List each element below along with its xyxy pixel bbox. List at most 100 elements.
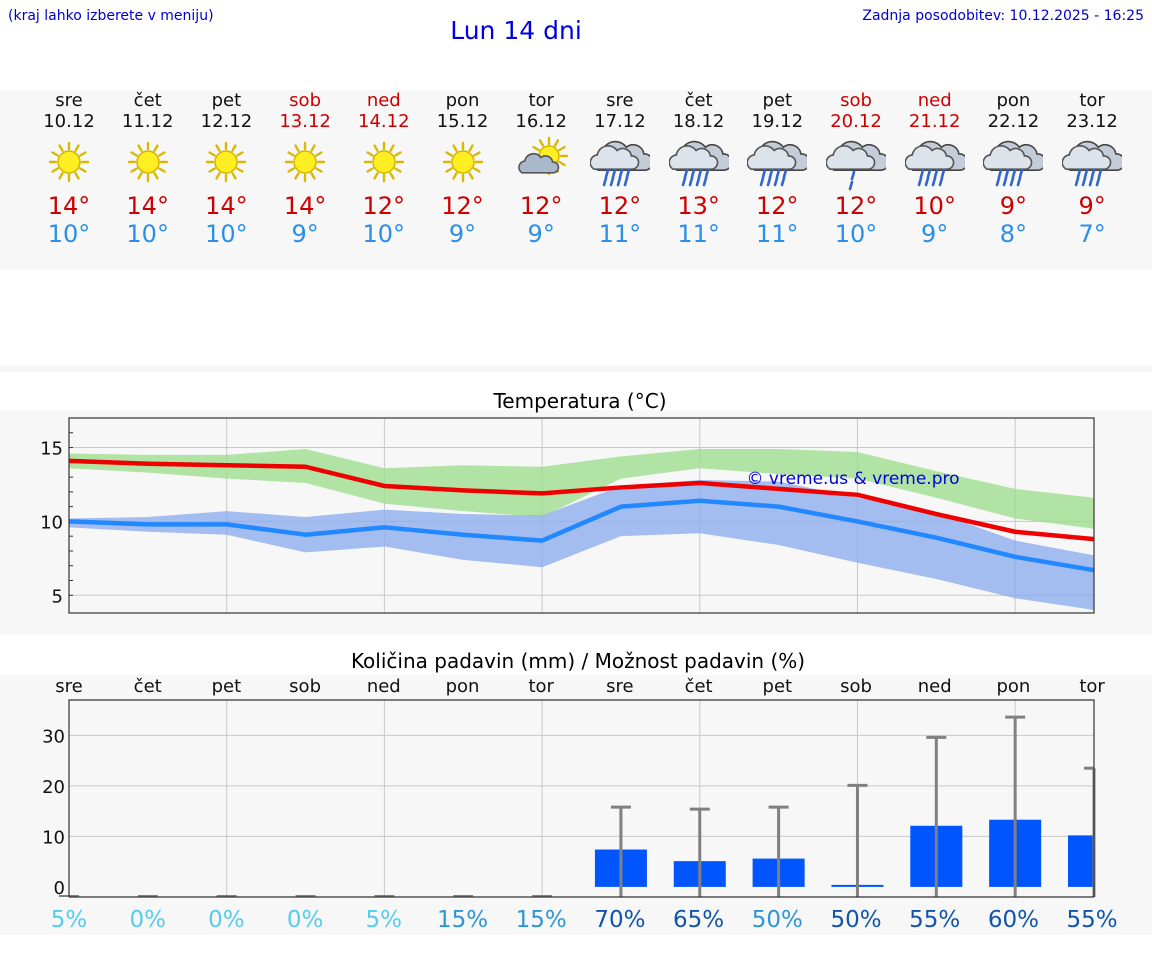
day-column: čet 11.12 14° 10° (108, 90, 188, 248)
day-column: pet 12.12 14° 10° (186, 90, 266, 248)
day-column: pon 22.12 9° 8° (973, 90, 1053, 248)
sun-icon (48, 141, 90, 183)
day-date: 14.12 (358, 111, 410, 132)
rain-cloud-icon (1062, 140, 1123, 187)
min-temperature: 10° (205, 220, 248, 248)
precip-category-label: sob (840, 676, 872, 697)
max-temperature: 14° (283, 192, 327, 220)
precip-probability: 15% (437, 907, 488, 933)
min-temperature-band (69, 480, 1094, 611)
max-temperature: 13° (677, 192, 720, 220)
min-temperature: 9° (291, 220, 319, 248)
rain-cloud-icon (983, 140, 1044, 187)
max-temperature: 12° (598, 192, 642, 220)
precip-y-tick-label: 20 (42, 777, 65, 798)
day-column: tor 16.12 12° 9° (501, 90, 581, 248)
precip-y-tick-label: 10 (42, 827, 65, 848)
temp-y-tick-label: 5 (52, 586, 63, 607)
day-name: sob (840, 90, 872, 111)
sun-cloud-icon (518, 136, 569, 176)
sun-icon (442, 141, 483, 183)
sun-icon (284, 141, 326, 183)
day-name: pon (996, 90, 1031, 111)
min-temperature: 8° (999, 220, 1028, 248)
day-column: pon 15.12 12° 9° (423, 90, 503, 248)
location-hint: (kraj lahko izberete v meniju) (8, 8, 214, 24)
sun-icon (127, 141, 168, 183)
max-temperature-line (68, 458, 1095, 542)
precip-category-label: tor (1079, 676, 1105, 697)
precip-category-label: pon (446, 676, 480, 697)
day-name: tor (528, 90, 554, 111)
temp-plot-frame (68, 417, 1095, 614)
day-date: 19.12 (751, 111, 804, 132)
min-temperature-line (68, 498, 1095, 573)
precip-probability: 0% (129, 907, 166, 933)
precip-probability: 60% (988, 907, 1039, 933)
min-temperature: 10° (362, 220, 406, 248)
precip-category-label: sre (55, 676, 82, 697)
precip-probability: 55% (1067, 907, 1118, 933)
min-temperature: 11° (598, 220, 642, 248)
day-date: 12.12 (200, 111, 253, 132)
day-name: čet (684, 90, 713, 111)
day-date: 17.12 (594, 111, 646, 132)
temperature-chart: Temperatura (°C) 5 10 15 © vreme.us & vreme… (40, 389, 1095, 614)
max-temperature: 10° (913, 192, 956, 220)
day-date: 16.12 (515, 111, 567, 132)
precipitation-chart-title: Količina padavin (mm) / Možnost padavin … (351, 649, 805, 673)
rain-cloud-light-icon (826, 140, 886, 191)
precip-probability: 50% (752, 907, 803, 933)
precip-category-label: tor (528, 676, 554, 697)
day-name: sre (606, 90, 634, 111)
max-temperature: 12° (834, 192, 878, 220)
day-column: tor 23.12 9° 7° (1052, 90, 1132, 248)
precip-category-label: sre (606, 676, 633, 697)
precip-y-tick-label: 0 (54, 878, 65, 899)
max-temperature: 14° (205, 192, 248, 220)
day-date: 18.12 (672, 111, 725, 132)
max-temperature: 12° (441, 192, 484, 220)
precip-bar (1068, 835, 1094, 887)
day-name: čet (133, 90, 162, 111)
temp-y-tick-label: 15 (40, 439, 63, 460)
day-name: pet (211, 90, 242, 111)
precip-probability: 50% (830, 907, 881, 933)
day-date: 20.12 (830, 111, 882, 132)
precip-category-label: pet (763, 676, 793, 697)
precip-category-label: pet (212, 676, 242, 697)
day-name: pon (445, 90, 480, 111)
day-date: 15.12 (436, 111, 489, 132)
precip-probability: 15% (516, 907, 567, 933)
max-temperature: 12° (362, 192, 406, 220)
max-temperature: 9° (1078, 192, 1106, 220)
day-column: čet 18.12 13° 11° (659, 90, 739, 248)
min-temperature: 9° (448, 220, 477, 248)
sun-icon (206, 141, 247, 183)
min-temperature: 10° (126, 220, 169, 248)
min-temperature: 7° (1078, 220, 1106, 248)
precip-category-label: čet (685, 676, 713, 697)
rain-cloud-icon (589, 140, 650, 187)
max-temperature: 12° (756, 192, 799, 220)
day-column: sob 20.12 12° 10° (816, 90, 896, 248)
sun-icon (363, 141, 404, 183)
last-update: Zadnja posodobitev: 10.12.2025 - 16:25 (862, 8, 1144, 24)
day-name: pet (762, 90, 793, 111)
day-column: ned 21.12 10° 9° (895, 90, 975, 248)
precip-category-label: ned (918, 676, 952, 697)
temperature-chart-title: Temperatura (°C) (492, 389, 666, 413)
day-column: sre 17.12 12° 11° (580, 90, 660, 248)
min-temperature: 9° (921, 220, 949, 248)
day-column: ned 14.12 12° 10° (344, 90, 424, 248)
day-column: sre 10.12 14° 10° (29, 90, 109, 248)
day-date: 22.12 (987, 111, 1040, 132)
precip-probability: 70% (594, 907, 645, 933)
day-date: 13.12 (279, 111, 331, 132)
precip-probability: 0% (208, 907, 245, 933)
precip-probability: 65% (673, 907, 724, 933)
precip-probability: 5% (366, 907, 403, 933)
min-temperature: 10° (47, 220, 91, 248)
day-date: 21.12 (908, 111, 961, 132)
precip-probability: 5% (51, 907, 88, 933)
